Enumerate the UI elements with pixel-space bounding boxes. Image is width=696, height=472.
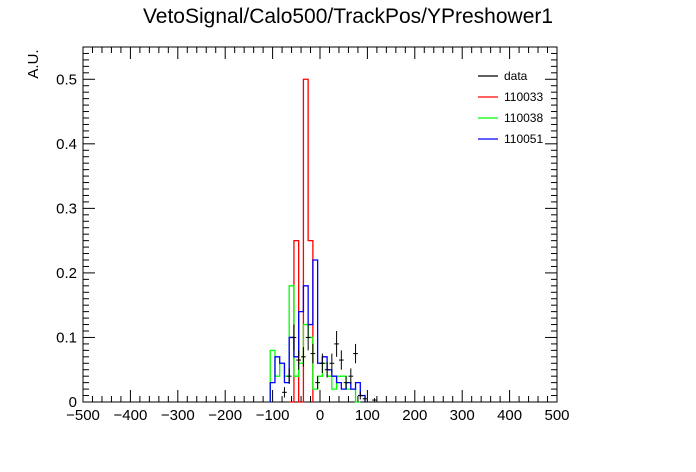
x-tick-label: −300	[161, 407, 195, 424]
series-110033-histogram	[289, 78, 314, 403]
y-tick-label: 0	[69, 394, 77, 411]
data-point	[348, 368, 354, 384]
data-point	[315, 376, 320, 390]
y-tick-label: 0.1	[56, 329, 77, 346]
data-point	[338, 350, 344, 370]
y-tick-label: 0.4	[56, 136, 77, 153]
data-point	[343, 376, 349, 390]
data-point	[334, 331, 339, 357]
x-tick-label: −400	[114, 407, 148, 424]
data-point	[301, 347, 306, 367]
x-tick-label: 400	[497, 407, 522, 424]
legend-label-110051: 110051	[504, 132, 543, 146]
data-point	[320, 353, 325, 373]
x-tick-label: 200	[402, 407, 427, 424]
chart-title: VetoSignal/Calo500/TrackPos/YPreshower1	[143, 5, 553, 28]
data-point	[362, 396, 368, 402]
x-tick-label: 300	[450, 407, 475, 424]
legend: data 110033 110038 110051	[478, 69, 543, 146]
x-tick-label: −100	[256, 407, 290, 424]
data-point	[329, 353, 335, 373]
data-point	[286, 368, 292, 384]
x-tick-label: 100	[355, 407, 380, 424]
y-tick-label: 0.2	[56, 265, 77, 282]
plot-frame	[82, 46, 558, 403]
data-point	[353, 343, 358, 364]
x-tick-label: −500	[66, 407, 100, 424]
data-point	[324, 361, 330, 378]
y-tick-label: 0.5	[56, 71, 77, 88]
data-point	[291, 324, 297, 351]
y-tick-label: 0.3	[56, 200, 77, 217]
legend-label-110033: 110033	[504, 90, 543, 104]
data-point	[372, 398, 377, 402]
x-tick-label: 500	[544, 407, 569, 424]
data-point	[305, 324, 311, 351]
series-110038-histogram	[269, 285, 361, 403]
legend-label-110038: 110038	[504, 111, 543, 125]
data-point	[357, 391, 363, 400]
data-point	[310, 343, 316, 364]
x-tick-label: −200	[208, 407, 242, 424]
data-point	[282, 387, 287, 398]
x-tick-label: 0	[316, 407, 324, 424]
legend-label-data: data	[504, 69, 528, 83]
axes-group: −500 −400 −300 −200 −100 0 100 200 300 400 500 0 0.1…	[56, 46, 570, 424]
series-group	[269, 78, 377, 403]
data-point	[296, 350, 302, 370]
y-axis-title: A.U.	[25, 49, 42, 78]
